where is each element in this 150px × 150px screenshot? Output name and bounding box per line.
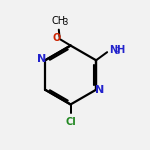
Text: 3: 3 — [63, 18, 68, 27]
Text: CH: CH — [52, 16, 66, 26]
Text: 2: 2 — [115, 47, 120, 56]
Text: N: N — [37, 54, 46, 63]
Text: O: O — [53, 33, 61, 43]
Text: NH: NH — [109, 45, 126, 55]
Text: Cl: Cl — [65, 117, 76, 127]
Text: N: N — [95, 85, 104, 95]
